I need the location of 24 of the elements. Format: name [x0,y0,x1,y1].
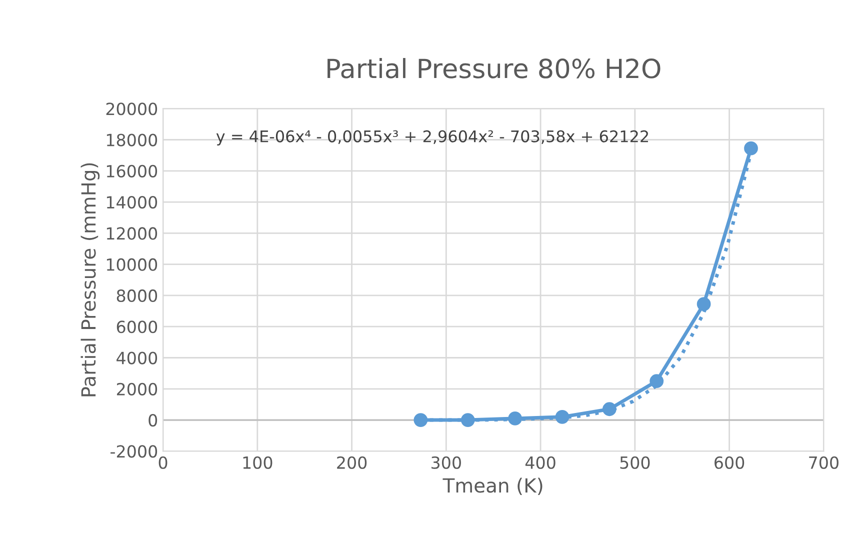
x-axis-title: Tmean (K) [442,478,542,496]
y-tick-label: 4000 [116,352,158,364]
y-tick-label: 2000 [116,382,158,396]
x-tick-label: 700 [809,456,838,469]
x-tick-label: 500 [620,456,650,469]
x-tick-label: 100 [243,456,272,469]
y-tick-label: 14000 [106,196,158,209]
x-tick-label: 0 [158,456,168,469]
y-tick-label: 6000 [116,320,158,334]
y-tick-label: 0 [148,414,158,427]
y-tick-label: 8000 [116,289,158,302]
chart-title: Partial Pressure 80% H2O [328,58,660,78]
y-tick-label: 16000 [106,164,158,178]
y-tick-label: 20000 [106,102,158,116]
y-tick-label: 18000 [106,134,158,146]
x-tick-label: 400 [525,456,556,469]
y-tick-label: -2000 [110,445,158,458]
y-axis-title: Partial Pressure (mmHg) [80,163,100,396]
x-tick-label: 300 [432,456,461,469]
x-tick-label: 200 [337,456,367,469]
y-tick-label: 12000 [106,227,158,240]
y-tick-label: 10000 [106,258,158,271]
annotation: y = 4E-06x⁴ - 0,0055x³ + 2,9604x² - 703,58x + 62122 [216,130,648,146]
x-tick-label: 600 [714,456,744,469]
